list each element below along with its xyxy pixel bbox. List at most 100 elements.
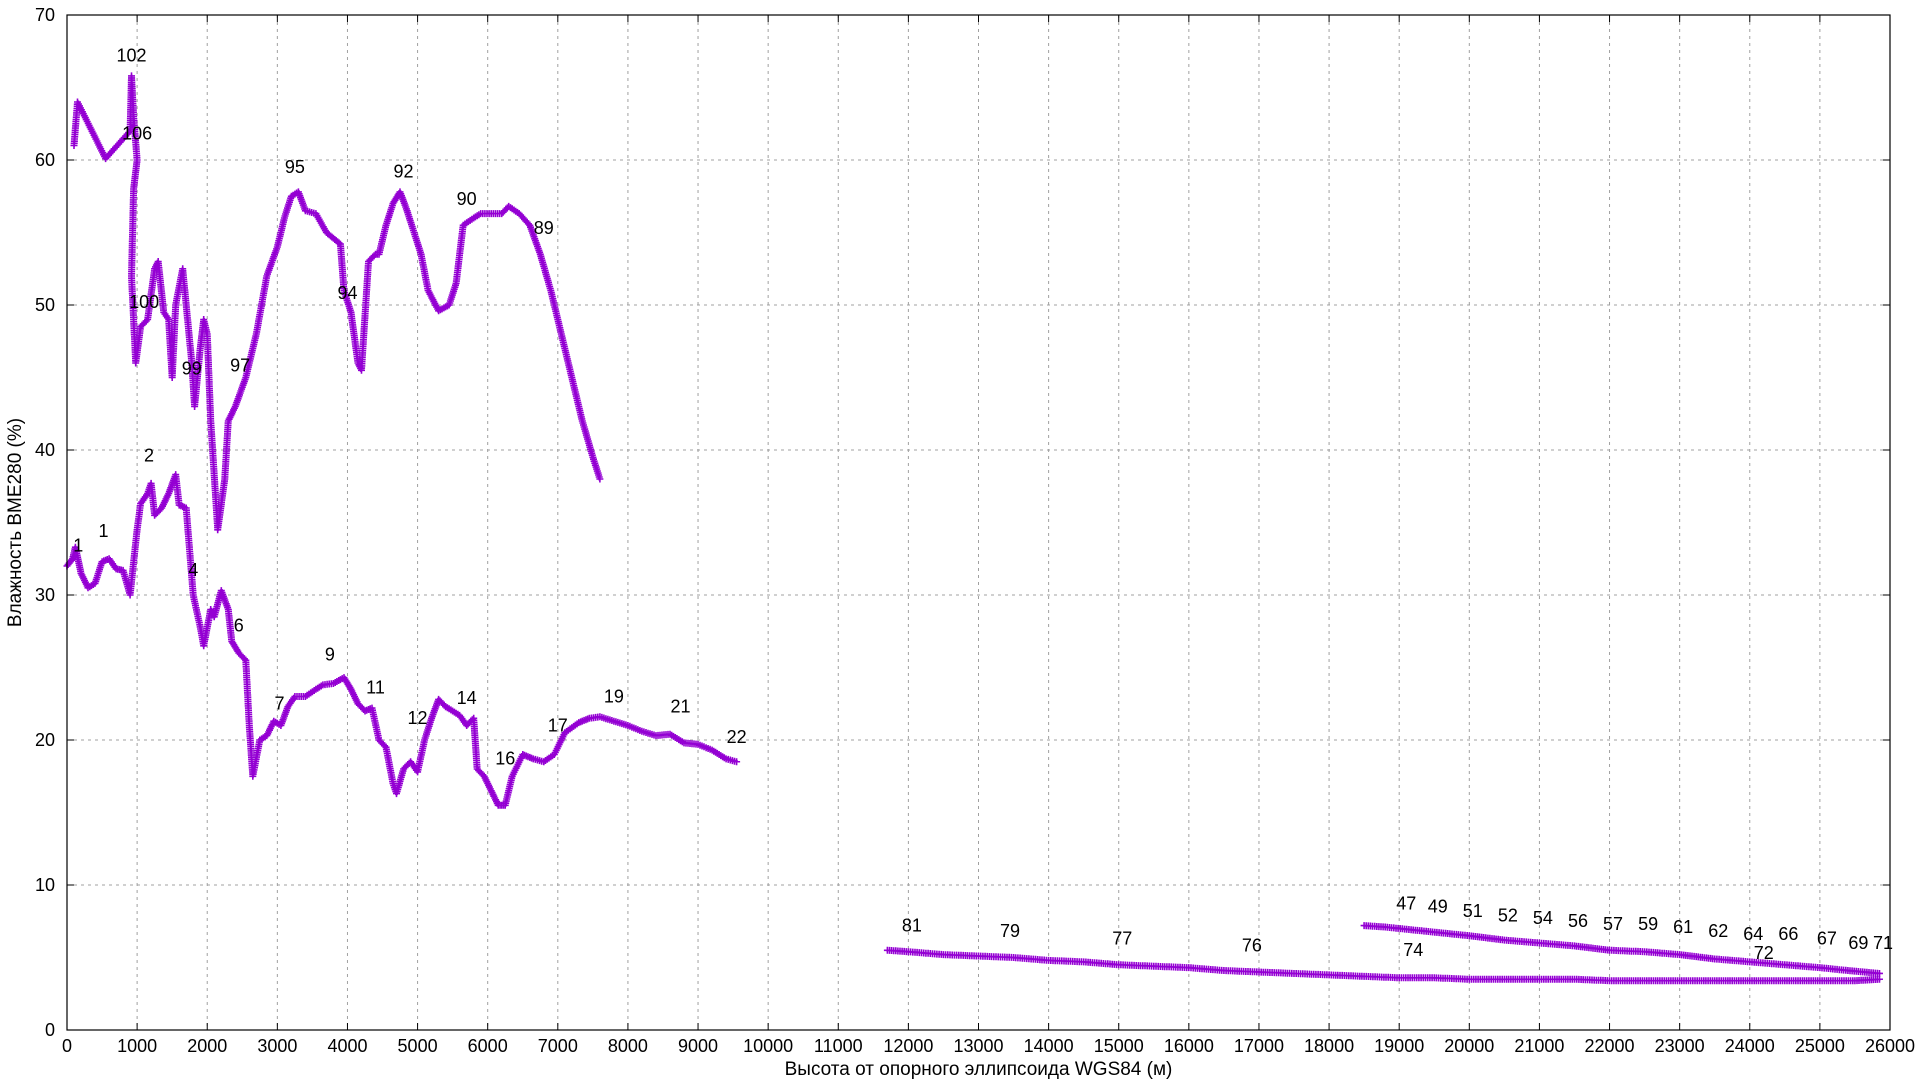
x-tick-label: 15000 bbox=[1094, 1036, 1144, 1056]
data-point-run bbox=[435, 302, 451, 315]
data-point-run bbox=[312, 682, 325, 693]
y-tick-label: 60 bbox=[35, 150, 55, 170]
x-tick-label: 17000 bbox=[1234, 1036, 1284, 1056]
data-point-run bbox=[294, 188, 309, 213]
point-label: 21 bbox=[670, 696, 690, 716]
x-tick-label: 9000 bbox=[678, 1036, 718, 1056]
data-point-run bbox=[396, 188, 410, 213]
y-tick-label: 0 bbox=[45, 1020, 55, 1040]
data-point-run bbox=[1395, 974, 1436, 982]
data-point-run bbox=[1641, 977, 1681, 985]
point-label: 102 bbox=[116, 45, 146, 65]
point-label: 14 bbox=[457, 688, 477, 708]
point-label: 22 bbox=[727, 727, 747, 747]
data-point-run bbox=[1844, 967, 1881, 977]
data-point-run bbox=[393, 767, 407, 798]
data-point-run bbox=[975, 952, 1015, 961]
data-point-run bbox=[1711, 955, 1752, 966]
data-point-run bbox=[1500, 975, 1541, 983]
data-points bbox=[63, 72, 1883, 985]
point-label: 71 bbox=[1873, 933, 1893, 953]
data-point-run bbox=[508, 753, 526, 780]
point-label: 66 bbox=[1778, 924, 1798, 944]
data-point-run bbox=[224, 606, 235, 643]
data-point-run bbox=[228, 637, 242, 655]
point-label: 89 bbox=[534, 218, 554, 238]
data-point bbox=[733, 758, 741, 766]
data-point-run bbox=[1641, 948, 1681, 958]
data-point bbox=[1875, 969, 1883, 977]
data-point-run bbox=[1781, 977, 1822, 985]
data-point-run bbox=[322, 229, 336, 241]
data-point-run bbox=[578, 417, 596, 459]
x-axis-title: Высота от опорного эллипсоида WGS84 (м) bbox=[785, 1059, 1173, 1080]
data-point-run bbox=[154, 258, 167, 314]
point-label: 19 bbox=[604, 686, 624, 706]
point-label: 69 bbox=[1848, 933, 1868, 953]
data-point-run bbox=[132, 325, 144, 367]
data-point-run bbox=[182, 504, 193, 553]
data-point bbox=[596, 475, 604, 483]
data-point-run bbox=[186, 548, 197, 597]
data-point-run bbox=[1150, 962, 1191, 972]
data-point-run bbox=[147, 479, 158, 517]
point-label: 94 bbox=[337, 283, 357, 303]
data-point-run bbox=[449, 707, 462, 718]
data-point-run bbox=[375, 223, 389, 258]
point-label: 47 bbox=[1396, 894, 1416, 914]
x-tick-label: 16000 bbox=[1164, 1036, 1214, 1056]
data-point-run bbox=[137, 317, 150, 331]
point-label: 6 bbox=[234, 615, 244, 635]
data-point-run bbox=[1381, 923, 1415, 934]
data-point-run bbox=[71, 543, 85, 575]
data-point-run bbox=[473, 765, 487, 779]
data-point-run bbox=[1255, 968, 1296, 977]
series-2-points bbox=[70, 72, 604, 534]
data-point-run bbox=[403, 207, 417, 234]
data-point-run bbox=[365, 252, 378, 265]
data-point-run bbox=[1220, 967, 1261, 976]
point-label: 57 bbox=[1603, 914, 1623, 934]
point-label: 62 bbox=[1708, 921, 1728, 941]
point-label: 16 bbox=[495, 749, 515, 769]
data-point-run bbox=[547, 287, 565, 336]
x-tick-label: 13000 bbox=[953, 1036, 1003, 1056]
data-point-run bbox=[382, 743, 397, 785]
data-point-run bbox=[368, 704, 382, 742]
data-point-run bbox=[191, 347, 204, 410]
data-point-run bbox=[536, 250, 554, 292]
data-point-run bbox=[1571, 942, 1611, 954]
data-point-run bbox=[329, 234, 343, 247]
data-point-run bbox=[224, 404, 238, 425]
data-point-run bbox=[1045, 956, 1085, 966]
data-point-run bbox=[214, 477, 228, 534]
y-axis-ticks: 0 10 20 30 40 50 60 70 bbox=[35, 5, 1890, 1040]
data-point-run bbox=[1360, 922, 1387, 931]
point-label: 51 bbox=[1463, 901, 1483, 921]
series-4-points bbox=[1360, 922, 1883, 977]
data-point-run bbox=[557, 330, 575, 379]
x-tick-label: 3000 bbox=[257, 1036, 297, 1056]
x-tick-label: 8000 bbox=[608, 1036, 648, 1056]
data-point-run bbox=[172, 471, 183, 507]
data-point-run bbox=[1409, 926, 1443, 937]
data-point-run bbox=[242, 332, 260, 381]
data-point-run bbox=[133, 502, 144, 534]
series-1-points bbox=[63, 471, 741, 809]
x-tick-label: 26000 bbox=[1865, 1036, 1915, 1056]
data-point-run bbox=[256, 733, 269, 744]
data-point-run bbox=[421, 716, 435, 744]
data-point-run bbox=[515, 210, 532, 228]
data-point-run bbox=[1571, 975, 1611, 985]
point-label: 59 bbox=[1638, 914, 1658, 934]
point-label: 1 bbox=[73, 536, 83, 556]
data-point-run bbox=[1676, 951, 1717, 963]
point-label: 99 bbox=[182, 359, 202, 379]
data-point-run bbox=[470, 714, 481, 771]
data-point-run bbox=[301, 687, 318, 700]
x-tick-label: 0 bbox=[62, 1036, 72, 1056]
y-tick-label: 10 bbox=[35, 875, 55, 895]
data-point-run bbox=[1430, 974, 1471, 983]
data-point-run bbox=[263, 245, 281, 280]
